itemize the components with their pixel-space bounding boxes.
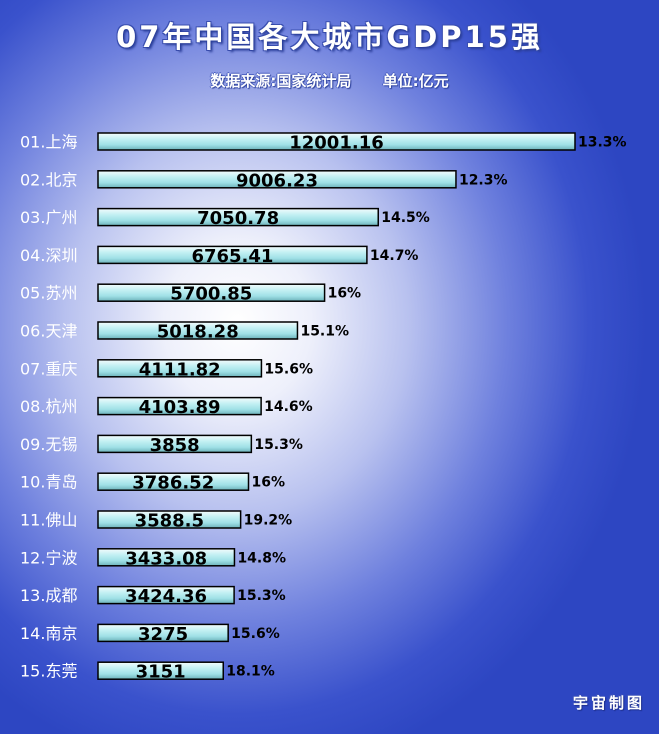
category-label: 07.重庆 — [20, 359, 77, 378]
value-label: 3151 — [136, 662, 186, 683]
category-label: 10.青岛 — [20, 473, 77, 492]
growth-label: 15.6% — [264, 361, 313, 377]
bar — [97, 321, 299, 340]
value-label: 4111.82 — [139, 359, 221, 380]
category-label: 11.佛山 — [20, 511, 77, 530]
value-label: 9006.23 — [236, 170, 318, 191]
bar — [97, 283, 326, 302]
growth-label: 18.1% — [226, 664, 275, 680]
growth-label: 14.6% — [264, 399, 313, 415]
bar — [97, 472, 250, 491]
credit-text: 宇宙制图 — [572, 694, 645, 712]
growth-label: 13.3% — [578, 135, 627, 151]
category-label: 06.天津 — [20, 322, 77, 341]
category-label: 14.南京 — [20, 624, 77, 643]
bar — [97, 661, 224, 680]
value-label: 4103.89 — [139, 397, 221, 418]
growth-label: 16% — [251, 475, 285, 491]
growth-label: 15.1% — [300, 324, 349, 340]
bar — [97, 132, 576, 151]
value-label: 3275 — [138, 624, 188, 645]
category-label: 13.成都 — [20, 586, 77, 605]
growth-label: 14.5% — [381, 210, 430, 226]
growth-label: 12.3% — [459, 172, 508, 188]
value-label: 6765.41 — [191, 246, 273, 267]
bar — [97, 548, 236, 567]
category-label: 05.苏州 — [20, 284, 77, 303]
bar — [97, 245, 368, 265]
category-label: 15.东莞 — [20, 662, 77, 681]
value-label: 3786.52 — [132, 473, 214, 494]
category-label: 09.无锡 — [20, 435, 77, 454]
category-label: 12.宁波 — [20, 548, 77, 567]
bar — [97, 623, 229, 643]
value-label: 3858 — [150, 435, 200, 456]
value-label: 5018.28 — [157, 322, 239, 343]
growth-label: 15.3% — [254, 437, 303, 453]
category-label: 04.深圳 — [20, 246, 77, 265]
value-label: 3588.5 — [135, 511, 204, 532]
category-label: 03.广州 — [20, 208, 77, 227]
growth-label: 15.6% — [231, 626, 280, 642]
growth-label: 15.3% — [237, 588, 286, 604]
category-label: 02.北京 — [20, 170, 77, 189]
chart-subtitle: 数据来源:国家统计局 单位:亿元 — [210, 72, 449, 90]
bar — [97, 434, 253, 454]
growth-label: 19.2% — [244, 513, 293, 529]
bar — [97, 170, 457, 189]
bar — [97, 359, 263, 378]
growth-label: 14.7% — [370, 248, 419, 264]
value-label: 3433.08 — [125, 548, 207, 569]
bar — [97, 510, 242, 529]
chart-title: 07年中国各大城市GDP15强 — [116, 20, 543, 54]
bar — [97, 585, 235, 605]
value-label: 5700.85 — [170, 284, 252, 305]
value-label: 12001.16 — [289, 133, 384, 154]
bar — [97, 207, 379, 227]
category-label: 01.上海 — [20, 133, 77, 152]
growth-label: 14.8% — [237, 550, 286, 566]
bar — [97, 396, 262, 416]
growth-label: 16% — [328, 286, 362, 302]
value-label: 7050.78 — [197, 208, 279, 229]
category-label: 08.杭州 — [20, 397, 77, 416]
value-label: 3424.36 — [125, 586, 207, 607]
